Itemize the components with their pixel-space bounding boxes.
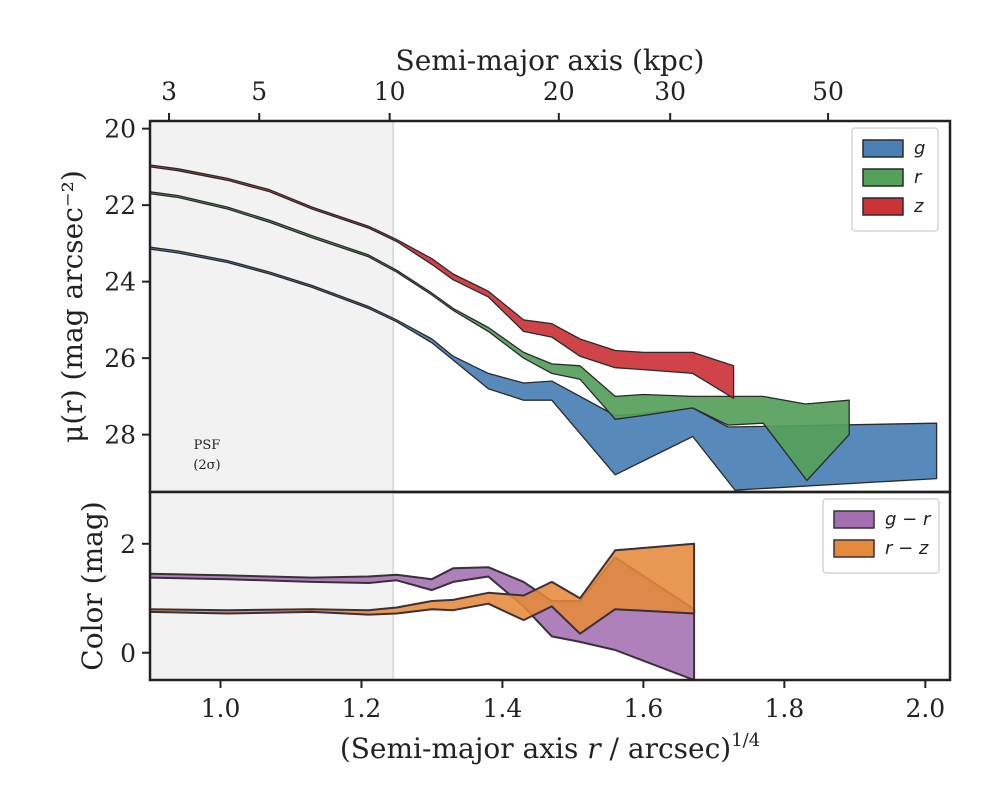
- x-tick-label: 1.0: [201, 694, 241, 723]
- legend-swatch: [833, 539, 875, 558]
- bottom-axis-title: (Semi-major axis r / arcsec)1/4: [340, 730, 760, 765]
- band-r: [150, 191, 850, 482]
- legend-entry-label: g: [914, 138, 925, 159]
- top-x-tick-label: 3: [161, 77, 177, 106]
- surface-brightness-panel: PSF (2σ) 20 22 24 26 28 3 5 10 20 30 50 grz Semi-m…: [56, 44, 952, 494]
- y-tick-label: 0: [120, 639, 136, 668]
- top-axis-title: Semi-major axis (kpc): [396, 44, 705, 77]
- x-tick-label: 1.2: [342, 694, 382, 723]
- y-tick-label: 26: [104, 344, 136, 373]
- top-x-tick-label: 10: [374, 77, 406, 106]
- psf-shaded-region: [150, 121, 394, 492]
- y-tick-label: 20: [104, 115, 136, 144]
- band-z: [150, 164, 735, 399]
- legend-entry-label: r − z: [885, 538, 929, 559]
- x-tick-label: 1.8: [764, 694, 804, 723]
- y-tick-label: 2: [120, 530, 136, 559]
- psf-shaded-region: [150, 492, 394, 680]
- legend-entry-label: z: [913, 196, 924, 217]
- y-tick-label: 24: [104, 268, 136, 297]
- bottom-axes-frame: [148, 490, 952, 682]
- legend-entry-label: r: [914, 167, 923, 188]
- surface-brightness-ylabel: μ(r) (mag arcsec⁻²): [56, 170, 89, 443]
- legend-swatch: [833, 510, 875, 529]
- top-x-tick-label: 50: [812, 77, 844, 106]
- top-x-tick-label: 5: [251, 77, 267, 106]
- legend-entry-label: g − r: [885, 509, 932, 530]
- legend-swatch: [862, 197, 904, 216]
- x-tick-label: 2.0: [905, 694, 945, 723]
- legend-swatch: [862, 168, 904, 187]
- psf-note-sigma: (2σ): [193, 458, 220, 473]
- legend-swatch: [862, 139, 904, 158]
- band-r-z: [150, 542, 696, 635]
- band-g: [150, 246, 938, 491]
- x-tick-label: 1.4: [483, 694, 523, 723]
- top-x-tick-label: 30: [654, 77, 686, 106]
- y-tick-label: 28: [104, 421, 136, 450]
- color-panel: 0 2 1.0 1.2 1.4 1.6 1.8 2.0 g − r r − z (Semi-ma…: [76, 490, 952, 765]
- y-tick-label: 22: [104, 191, 136, 220]
- top-x-tick-label: 20: [543, 77, 575, 106]
- x-tick-label: 1.6: [624, 694, 664, 723]
- psf-note-label: PSF: [194, 438, 221, 453]
- color-ylabel: Color (mag): [76, 501, 109, 670]
